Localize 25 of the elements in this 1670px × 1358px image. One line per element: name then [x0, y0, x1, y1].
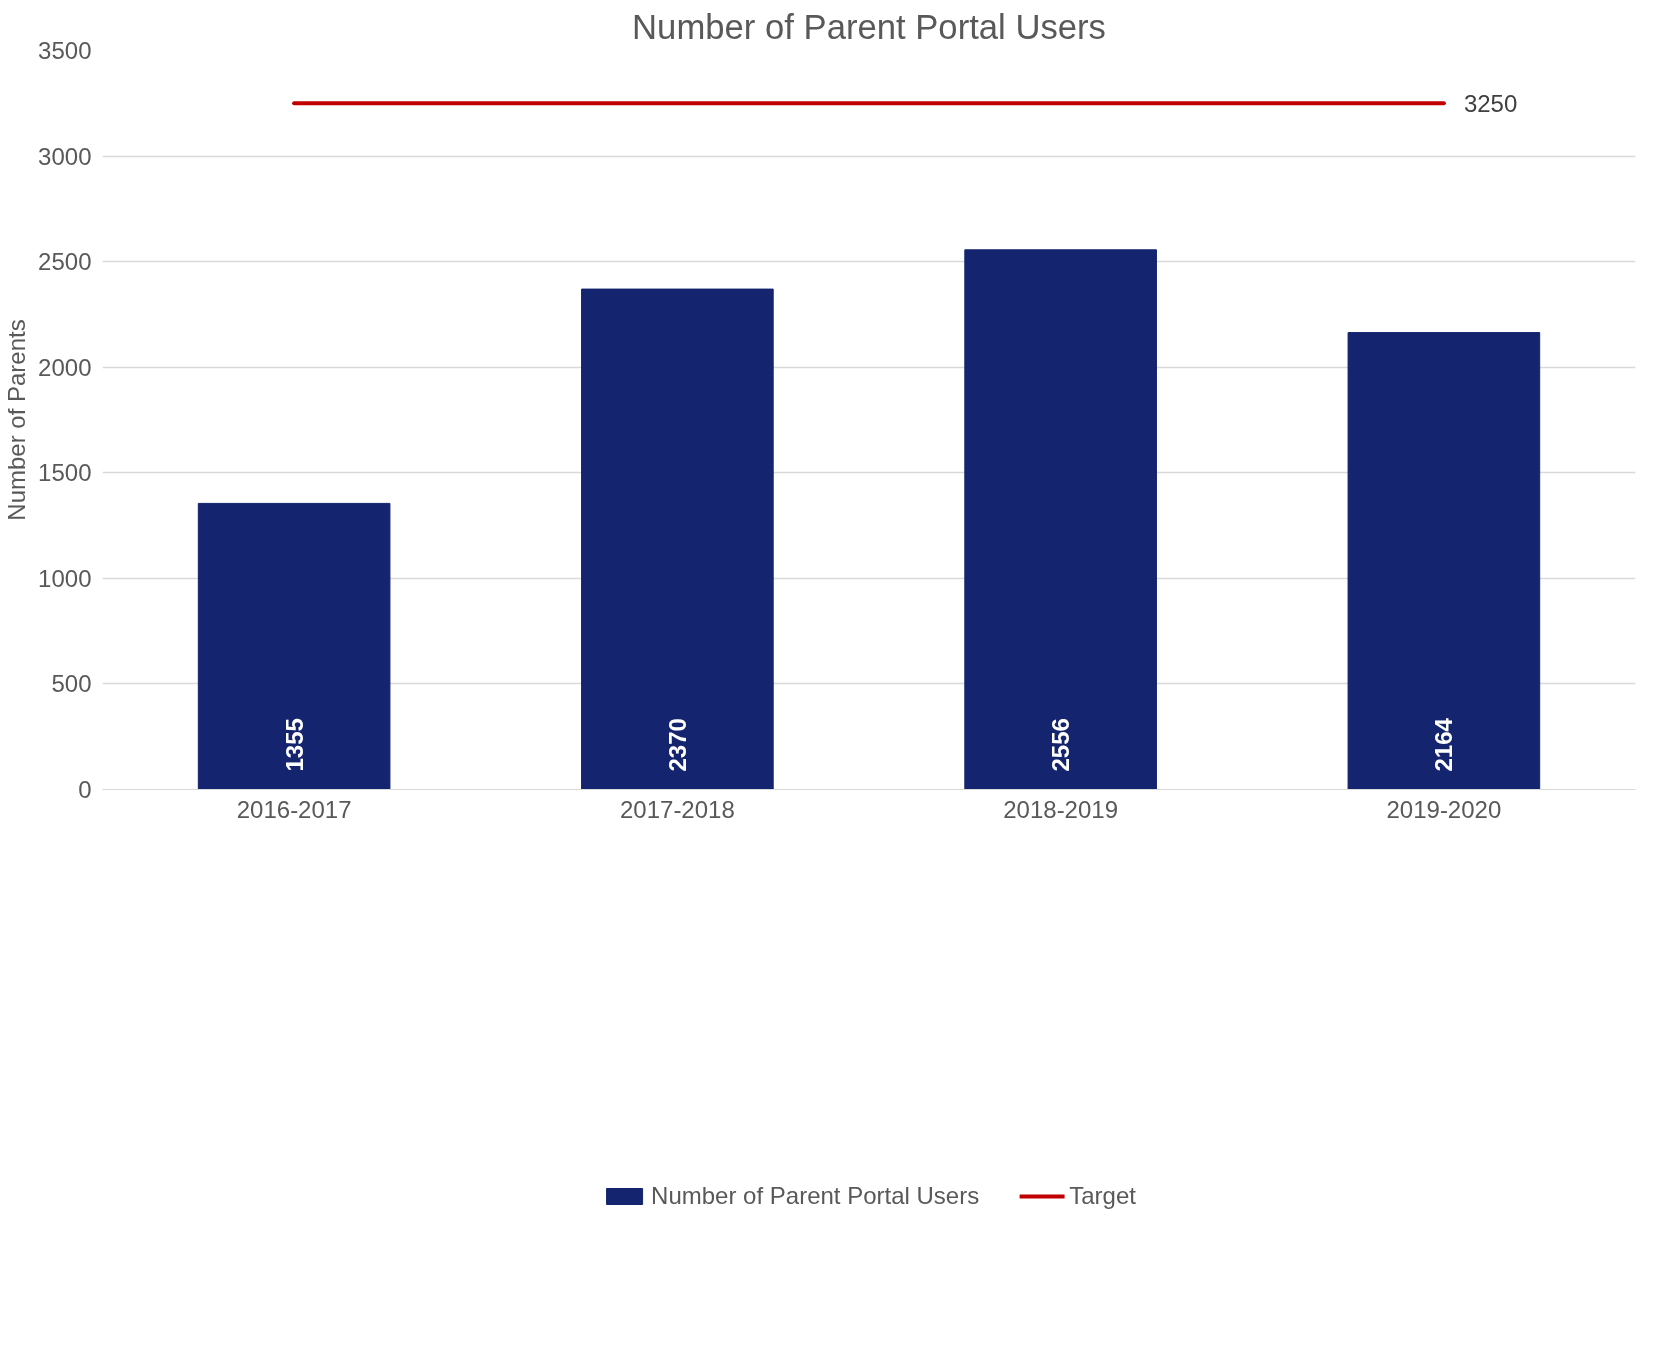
- chart-title: Number of Parent Portal Users: [632, 7, 1106, 46]
- bar: [1347, 332, 1541, 790]
- y-tick-label: 2000: [38, 353, 92, 381]
- data-label: 2370: [663, 718, 691, 772]
- y-axis-title: Number of Parents: [3, 319, 31, 521]
- y-tick-label: 500: [51, 670, 92, 698]
- y-tick-label: 3500: [38, 37, 92, 64]
- bar: [197, 502, 391, 790]
- legend-label: Number of Parent Portal Users: [651, 1181, 980, 1210]
- data-label: 3250: [1463, 89, 1518, 117]
- x-tick-label: 2019-2020: [1386, 795, 1502, 823]
- x-tick-label: 2018-2019: [1003, 795, 1119, 823]
- bar: [581, 288, 774, 790]
- data-label: 1355: [280, 718, 308, 772]
- y-tick-label: 0: [78, 776, 92, 803]
- y-tick-label: 1000: [38, 564, 92, 592]
- x-tick-label: 2017-2018: [619, 795, 735, 823]
- data-label: 2164: [1430, 717, 1458, 772]
- x-tick-label: 2016-2017: [236, 795, 352, 823]
- data-label: 2556: [1047, 718, 1075, 772]
- legend-label: Target: [1069, 1181, 1136, 1210]
- y-tick-label: 1500: [38, 459, 92, 487]
- bar: [964, 249, 1157, 790]
- y-tick-label: 3000: [38, 142, 92, 170]
- y-tick-label: 2500: [38, 248, 92, 276]
